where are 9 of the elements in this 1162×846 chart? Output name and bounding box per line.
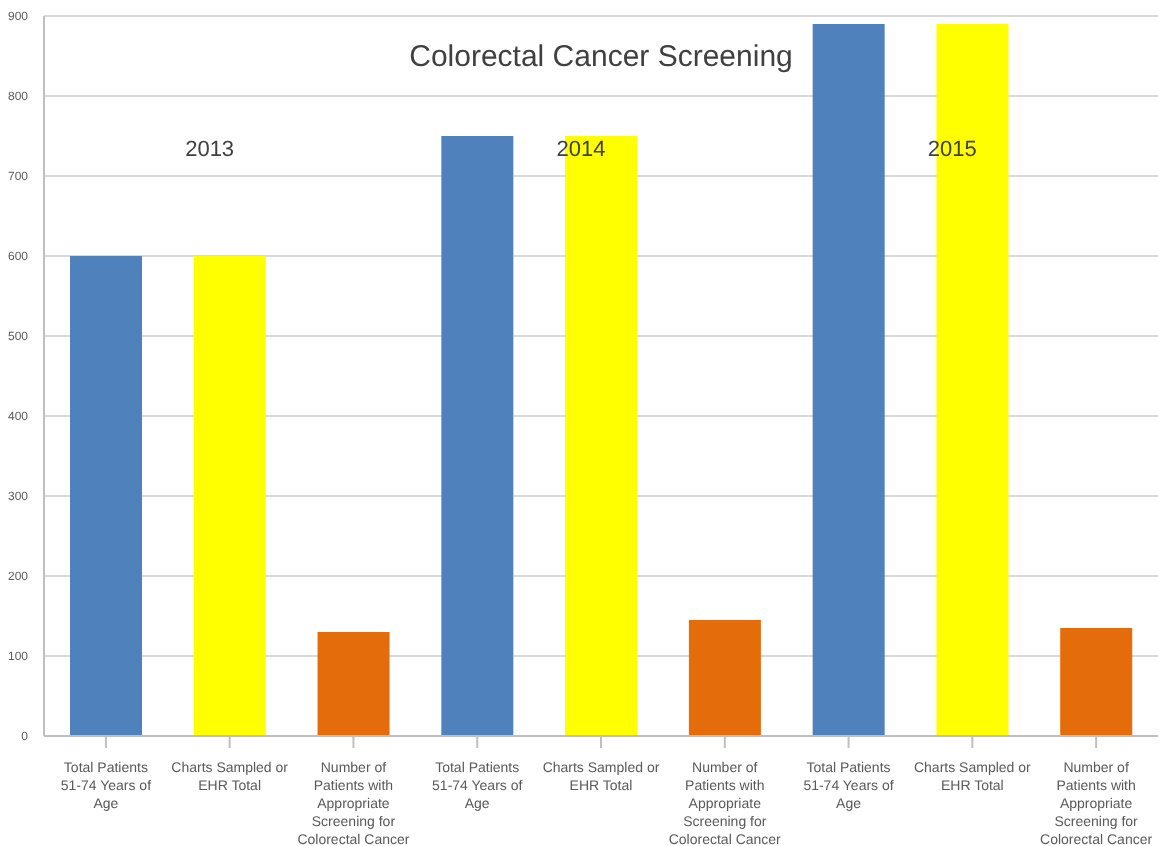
bar <box>317 632 390 736</box>
bar <box>70 256 142 736</box>
annotation: 2013 <box>183 138 237 162</box>
text: Colorectal Cancer Screening <box>407 40 795 74</box>
bar <box>812 24 885 736</box>
bar <box>688 620 761 736</box>
bar <box>1060 628 1133 736</box>
bar <box>193 256 266 736</box>
bar <box>441 136 514 736</box>
